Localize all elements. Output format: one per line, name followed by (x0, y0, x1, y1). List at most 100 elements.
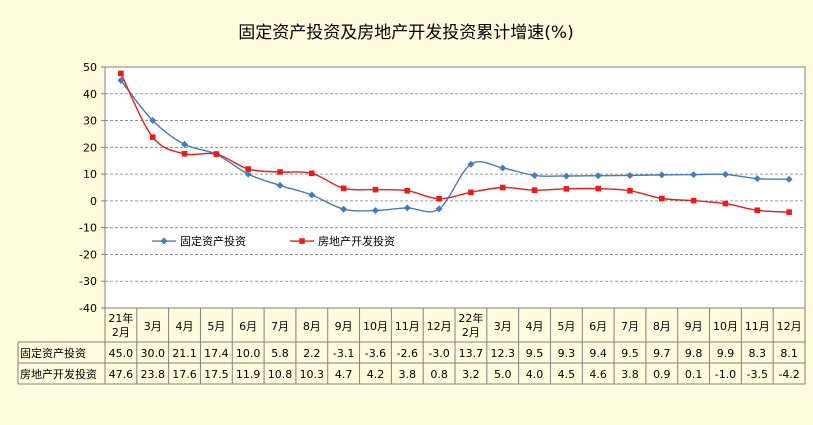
category-label: 10月 (713, 320, 738, 333)
table-cell: 12.3 (490, 347, 515, 360)
category-label: 5月 (557, 320, 575, 333)
data-point (626, 171, 634, 179)
category-label: 6月 (239, 320, 257, 333)
category-label: 12月 (777, 320, 802, 333)
data-point (371, 207, 379, 215)
table-cell: -1.0 (715, 368, 736, 381)
table-cell: 47.6 (109, 368, 134, 381)
category-label: 11月 (395, 320, 420, 333)
table-cell: 17.4 (204, 347, 229, 360)
legend-label: 固定资产投资 (180, 234, 246, 248)
legend: 固定资产投资 房地产开发投资 (152, 234, 395, 248)
series-1 (117, 76, 793, 215)
table-cell: 9.4 (589, 347, 607, 360)
data-point (149, 117, 157, 125)
category-label: 3月 (144, 320, 162, 333)
table-cell: 23.8 (140, 368, 165, 381)
category-label: 4月 (176, 320, 194, 333)
table-cell: 17.5 (204, 368, 229, 381)
data-point (786, 209, 792, 215)
category-label: 9月 (685, 320, 703, 333)
table-cell: 9.3 (558, 347, 576, 360)
table-cell: -3.1 (333, 347, 354, 360)
table-cell: 5.0 (494, 368, 512, 381)
data-point (340, 205, 348, 213)
data-point (309, 170, 315, 177)
data-point (499, 184, 506, 191)
table-cell: -3.0 (428, 347, 449, 360)
data-point (372, 186, 379, 193)
data-point (277, 169, 283, 175)
table-cell: 3.8 (399, 368, 417, 381)
category-label: 9月 (335, 320, 353, 333)
data-point (595, 185, 601, 192)
table-row-header: 固定资产投资 (20, 346, 86, 360)
category-label: 8月 (653, 320, 671, 333)
chart-title: 固定资产投资及房地产开发投资累计增速(%) (238, 23, 573, 43)
table-cell: -4.2 (778, 368, 799, 381)
table-cell: 0.1 (685, 368, 703, 381)
data-table: 21年 2月 3月 4月 5月 6月 7月 8月 9月 10月 11月 12月 22年 2月 3月 4月 5月 6… (17, 308, 806, 385)
data-point (435, 205, 443, 213)
table-cell: 9.8 (685, 347, 703, 360)
y-tick-label: -20 (79, 248, 97, 261)
data-point (308, 191, 316, 199)
table-cell: 3.2 (462, 368, 480, 381)
table-cell: 21.1 (172, 347, 197, 360)
table-cell: 9.9 (717, 347, 735, 360)
category-label: 4月 (526, 320, 544, 333)
table-cell: 8.3 (749, 347, 767, 360)
data-point (659, 195, 665, 202)
data-point (627, 187, 633, 194)
table-cell: 4.2 (367, 368, 385, 381)
data-point (299, 238, 305, 244)
data-point (690, 171, 698, 179)
category-label: 7月 (271, 320, 289, 333)
table-cell: 0.8 (430, 368, 448, 381)
category-label: 21年 2月 (108, 311, 133, 339)
table-cell: 0.9 (653, 368, 671, 381)
table-cell: 30.0 (140, 347, 165, 360)
category-label: 10月 (363, 320, 388, 333)
y-tick-label: 40 (83, 88, 97, 101)
y-tick-label: 10 (83, 168, 97, 181)
category-label: 8月 (303, 320, 321, 333)
table-cell: 13.7 (459, 347, 484, 360)
table-cell: 9.5 (621, 347, 639, 360)
table-cell: 45.0 (109, 347, 134, 360)
y-tick-label: -40 (79, 302, 97, 315)
category-label: 5月 (207, 320, 225, 333)
data-point (721, 170, 729, 178)
data-point (404, 187, 411, 194)
series-line (120, 79, 790, 213)
data-point (531, 171, 539, 179)
table-cell: 10.0 (236, 347, 261, 360)
category-label: 7月 (621, 320, 639, 333)
table-cell: 11.9 (236, 368, 261, 381)
y-tick-label: 20 (83, 141, 97, 154)
table-row-header: 房地产开发投资 (20, 367, 97, 381)
y-tick-label: -10 (79, 222, 97, 235)
table-cell: 4.0 (526, 368, 544, 381)
table-cell: 17.6 (172, 368, 197, 381)
category-label: 12月 (427, 320, 452, 333)
data-point (754, 207, 761, 214)
table-cell: 9.7 (653, 347, 671, 360)
data-point (181, 150, 188, 157)
data-point (276, 181, 284, 189)
y-tick-label: -30 (79, 275, 97, 288)
data-point (690, 197, 697, 204)
series-line (120, 73, 790, 213)
data-point (562, 172, 570, 180)
data-point (468, 189, 474, 196)
data-point (160, 237, 168, 245)
data-point (499, 164, 507, 172)
table-cell: 8.1 (780, 347, 798, 360)
y-tick-label: 50 (83, 61, 97, 74)
data-point (658, 171, 666, 179)
data-point (467, 160, 475, 168)
data-point (245, 166, 251, 172)
y-tick-label: 0 (90, 195, 97, 208)
